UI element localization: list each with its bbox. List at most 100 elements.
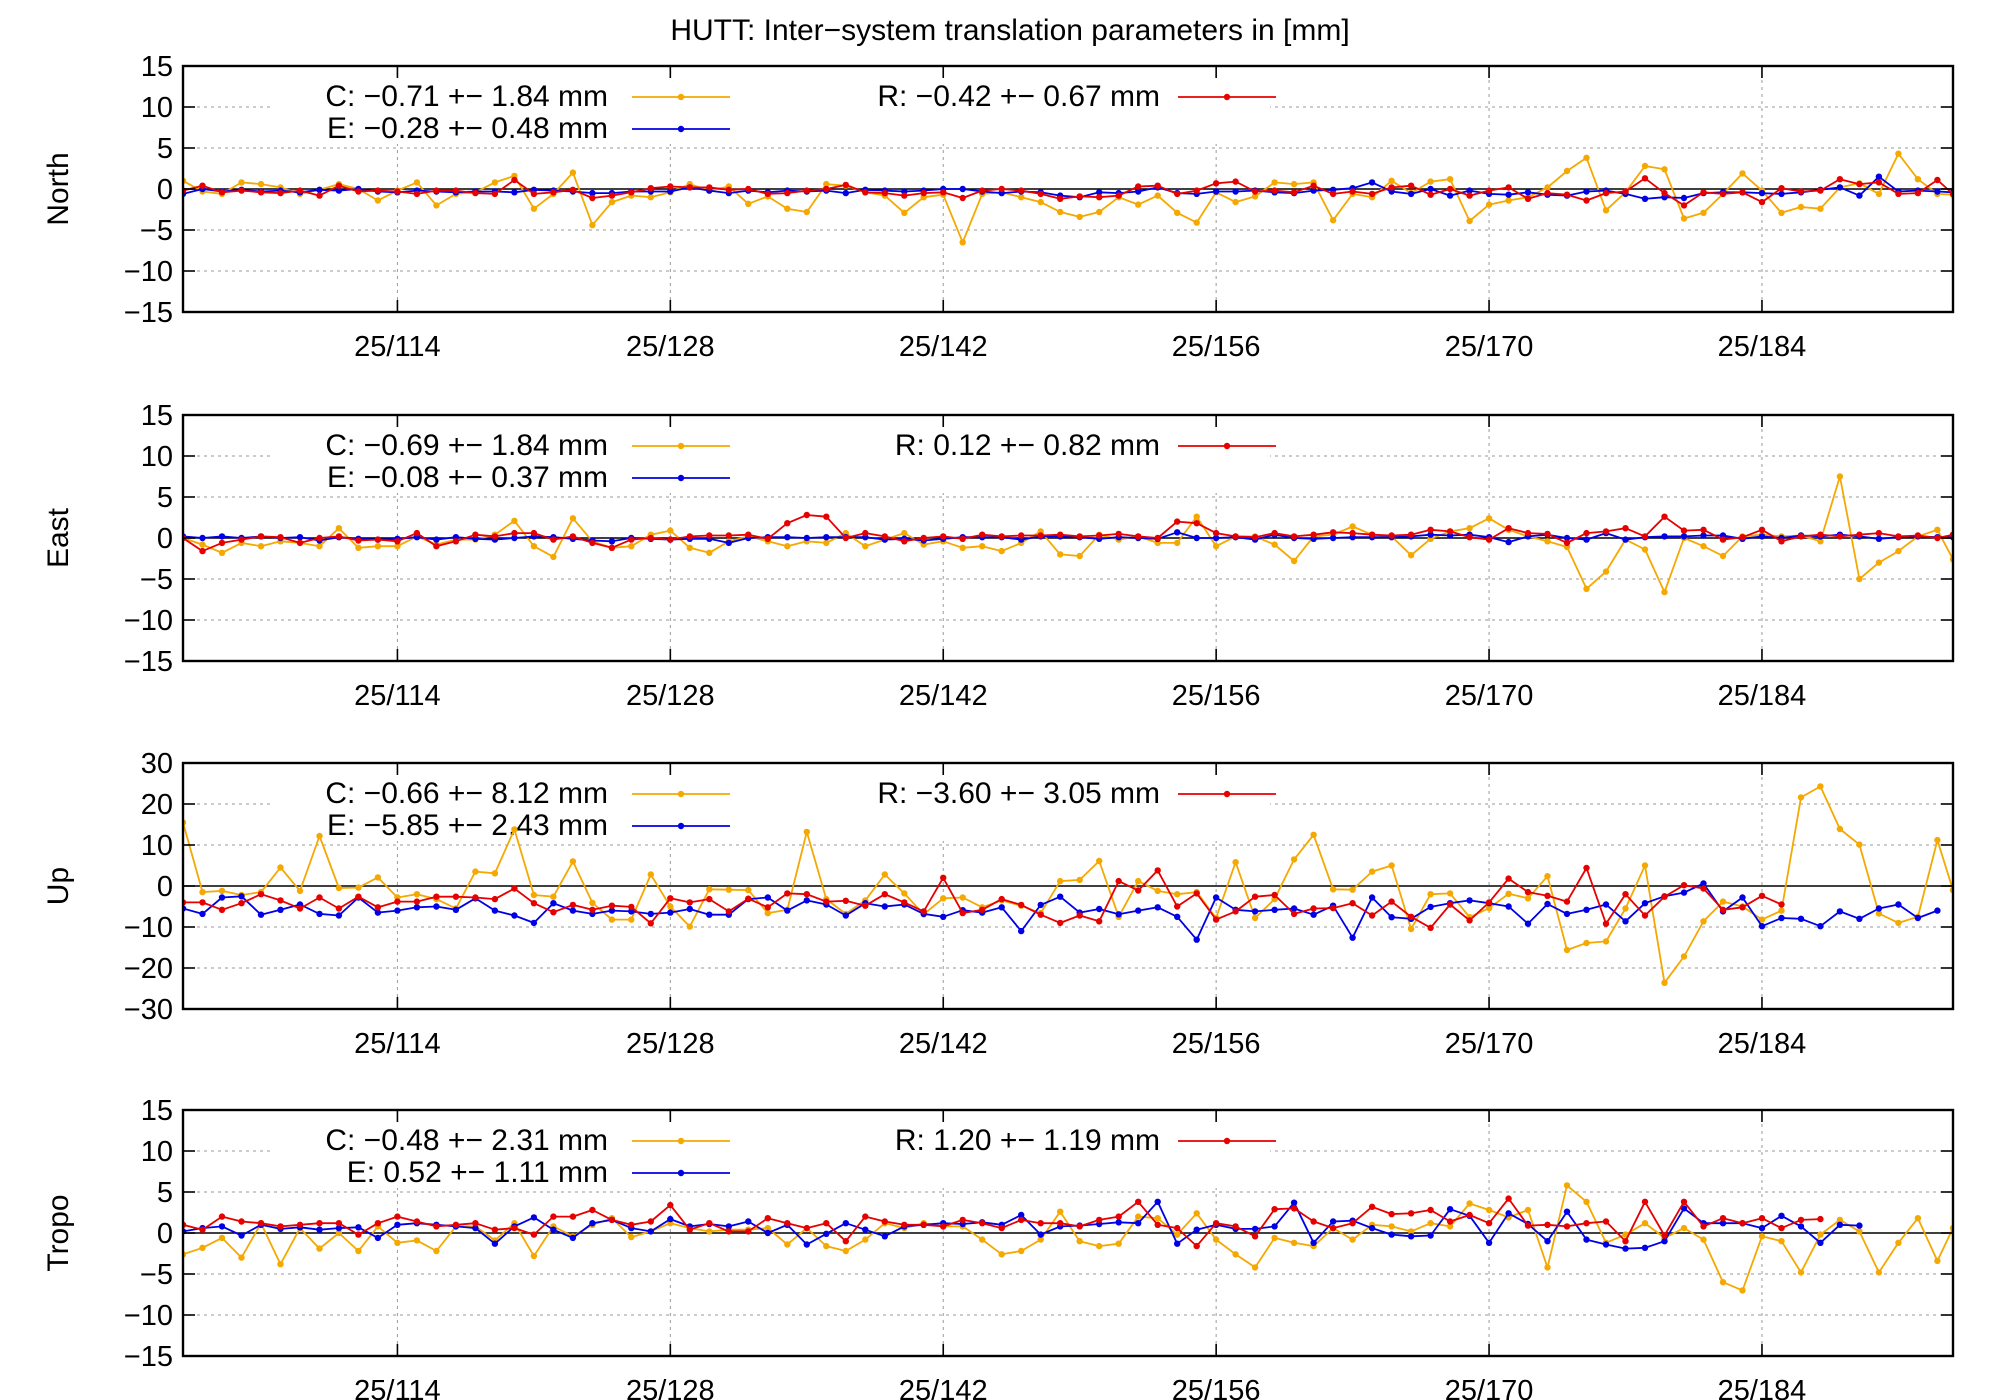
data-point-E	[218, 1223, 226, 1230]
legend-label-R: R: −0.42 +− 0.67 mm	[877, 80, 1160, 113]
data-point-R	[706, 895, 713, 903]
data-point-E	[784, 534, 791, 541]
data-point-C	[1096, 208, 1103, 216]
data-point-E	[1680, 533, 1688, 540]
data-point-R	[0, 522, 3, 528]
data-point-E	[1271, 1223, 1278, 1230]
data-point-R	[608, 1216, 616, 1224]
data-point-C	[1096, 857, 1103, 865]
data-point-E	[0, 188, 3, 194]
data-point-C	[647, 194, 654, 201]
data-point-R	[1466, 192, 1473, 199]
data-point-R	[1583, 1220, 1590, 1227]
data-point-C	[1914, 1215, 1922, 1222]
data-point-R	[920, 1221, 927, 1229]
data-point-C	[218, 887, 226, 895]
data-point-C	[1875, 910, 1883, 917]
data-point-R	[1563, 1223, 1571, 1230]
data-point-R	[355, 188, 362, 195]
data-point-C	[238, 179, 245, 186]
data-point-E	[1212, 894, 1220, 901]
data-point-R	[842, 1238, 849, 1245]
legend-label-C: C: −0.66 +− 8.12 mm	[325, 777, 608, 810]
data-point-R	[1368, 1203, 1376, 1211]
y-tick-label: −15	[124, 1341, 173, 1373]
data-point-E	[1505, 1210, 1512, 1217]
data-point-C	[881, 871, 888, 878]
data-point-R	[803, 511, 810, 519]
legend-label-C: C: −0.69 +− 1.84 mm	[325, 429, 608, 462]
data-point-C	[1446, 176, 1454, 183]
y-tick-label: −15	[124, 646, 173, 678]
x-tick-label: 25/128	[626, 1375, 715, 1400]
data-point-E	[238, 893, 245, 900]
legend-marker-C	[677, 442, 685, 450]
data-point-R	[1349, 900, 1356, 907]
data-point-R	[589, 194, 596, 202]
data-point-R	[491, 895, 499, 903]
y-tick-label: 5	[157, 482, 173, 514]
data-point-R	[979, 187, 986, 194]
legend-east: C: −0.69 +− 1.84 mmE: −0.08 +− 0.37 mm R:…	[270, 421, 1276, 494]
data-point-R	[1680, 527, 1688, 534]
data-point-E	[1524, 920, 1532, 927]
data-point-R	[608, 544, 616, 551]
data-point-C	[1427, 1220, 1434, 1227]
data-point-R	[0, 528, 3, 534]
data-point-E	[1057, 893, 1064, 900]
data-point-R	[433, 187, 440, 194]
x-tick-label: 25/128	[626, 331, 715, 363]
data-point-R	[1096, 194, 1103, 201]
data-point-R	[1700, 189, 1707, 196]
data-point-R	[1232, 1223, 1239, 1230]
data-point-E	[1505, 538, 1512, 546]
data-point-E	[0, 187, 3, 193]
data-point-C	[1446, 1223, 1454, 1230]
data-point-R	[218, 1213, 226, 1220]
data-point-R	[511, 529, 518, 537]
data-point-R	[452, 538, 460, 545]
data-point-C	[355, 544, 362, 551]
legend-marker-C	[677, 790, 685, 798]
data-point-E	[1602, 1241, 1610, 1248]
data-point-R	[1076, 1223, 1083, 1230]
data-point-C	[0, 555, 3, 561]
data-point-R	[0, 528, 3, 534]
data-point-E	[1856, 915, 1863, 922]
data-point-E	[706, 911, 713, 918]
data-point-C	[1037, 1236, 1044, 1243]
data-point-C	[1817, 205, 1824, 212]
data-point-C	[667, 903, 674, 910]
data-point-R	[803, 891, 810, 898]
data-point-R	[979, 531, 986, 538]
data-point-R	[1466, 917, 1473, 924]
data-point-R	[550, 536, 557, 543]
data-point-R	[530, 900, 538, 907]
y-tick-label: 10	[141, 830, 173, 862]
data-point-R	[1544, 1221, 1551, 1229]
data-point-R	[940, 533, 947, 540]
data-point-C	[374, 874, 382, 881]
y-tick-label: 10	[141, 1136, 173, 1168]
data-point-R	[901, 192, 908, 199]
data-point-E	[511, 189, 518, 196]
data-point-E	[433, 903, 440, 910]
data-point-E	[1778, 1212, 1785, 1220]
data-point-R	[335, 182, 343, 189]
data-point-R	[745, 895, 752, 902]
data-point-R	[667, 1201, 674, 1209]
data-point-R	[1271, 1206, 1278, 1213]
data-point-R	[1719, 190, 1727, 198]
data-point-R	[530, 529, 538, 537]
data-point-C	[1193, 513, 1200, 520]
data-point-R	[1427, 191, 1434, 198]
data-point-C	[1856, 1228, 1863, 1235]
data-point-R	[199, 547, 206, 555]
x-axis-north: 25/114 25/128 25/142 25/156 25/170 25/184	[354, 66, 1806, 363]
data-point-R	[316, 1220, 323, 1227]
data-point-C	[1895, 919, 1902, 927]
y-tick-label: 15	[141, 51, 173, 83]
data-point-C	[1154, 1215, 1161, 1222]
y-axis-label-east: East	[42, 507, 75, 568]
data-point-R	[1310, 182, 1317, 189]
